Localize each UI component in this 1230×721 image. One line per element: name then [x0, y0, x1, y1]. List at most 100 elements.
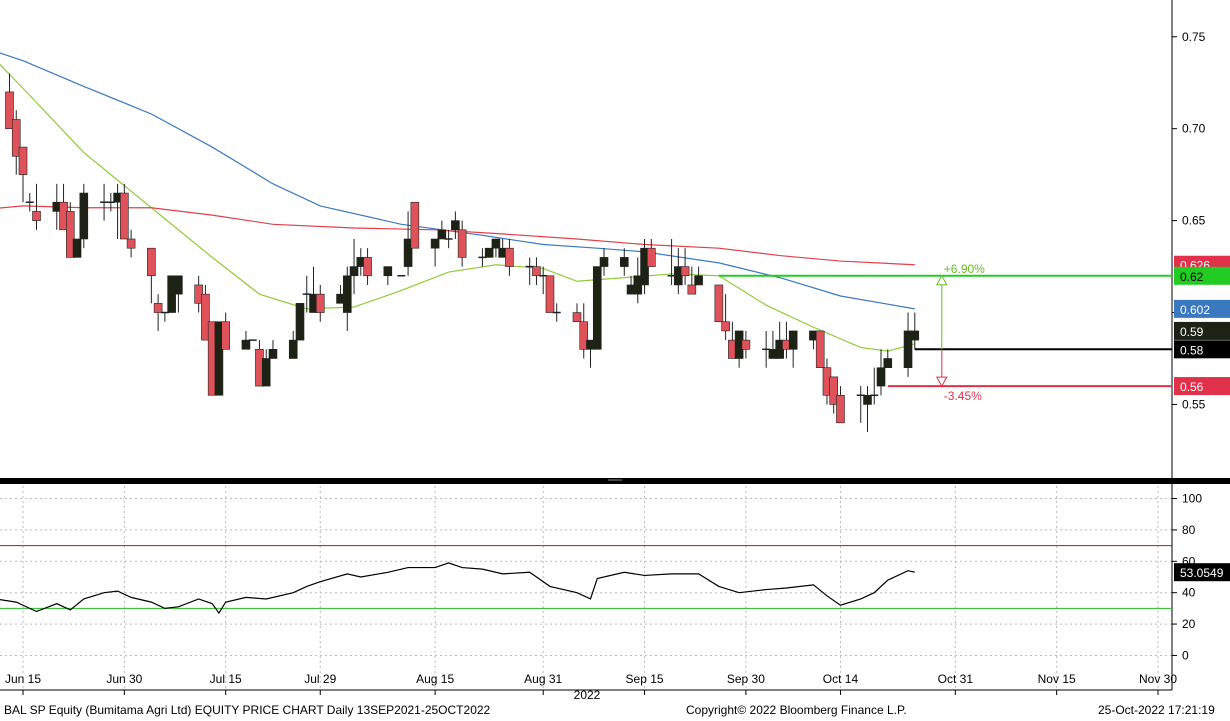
candle-body [349, 266, 359, 277]
panel-frame [0, 0, 1230, 691]
candle-body [315, 293, 325, 313]
price-tag [1174, 266, 1230, 285]
candle-body [687, 284, 697, 295]
moving-average-line [0, 63, 915, 352]
candle-body [241, 339, 251, 350]
candle-body [11, 119, 21, 157]
candle-body [910, 330, 920, 341]
x-tick-label: Aug 15 [416, 672, 454, 686]
price-tag-label: 0.58 [1180, 343, 1204, 357]
rsi-y-tick-label: 100 [1182, 492, 1202, 506]
candle-body [147, 247, 156, 277]
candle-body [221, 321, 230, 350]
candle-body [126, 238, 136, 249]
annotation-label: -3.45% [944, 389, 982, 403]
price-tag [1174, 340, 1230, 359]
candle-layer [5, 73, 920, 433]
footer-copyright: Copyright© 2022 Bloomberg Finance L.P. [686, 703, 907, 717]
price-y-tick-label: 0.55 [1182, 397, 1206, 411]
candle-body [903, 330, 913, 368]
candle-body [619, 257, 629, 267]
x-tick-label: Jul 15 [210, 672, 242, 686]
candle-body [268, 349, 278, 359]
candle-body [599, 257, 609, 267]
candle-body [836, 394, 845, 424]
candle-body [572, 312, 582, 323]
rsi-value-tag-label: 53.0549 [1180, 566, 1224, 580]
candle-body [5, 91, 14, 129]
x-tick-label: Oct 31 [938, 672, 974, 686]
candle-body [883, 358, 893, 368]
rsi-y-tick-label: 40 [1182, 586, 1196, 600]
footer-title: BAL SP Equity (Bumitama Agri Ltd) EQUITY… [4, 703, 491, 717]
candle-body [261, 358, 271, 387]
candle-body [647, 247, 656, 267]
candle-body [295, 303, 305, 341]
candle-body [18, 146, 28, 175]
candle-body [410, 201, 420, 249]
candle-body [383, 266, 393, 277]
rsi-value-tag [1174, 563, 1230, 582]
price-tag-label: 0.59 [1180, 325, 1204, 339]
level-layer: +6.90% -3.45% [718, 262, 1172, 403]
x-tick-label: Jun 15 [5, 672, 41, 686]
x-tick-label: Jun 30 [106, 672, 142, 686]
candle-body [288, 339, 298, 359]
candle-body [342, 275, 352, 313]
x-tick-label: Aug 31 [524, 672, 562, 686]
candle-body [79, 192, 89, 240]
rsi-y-tick-label: 80 [1182, 523, 1196, 537]
candle-body [65, 211, 75, 258]
candle-body [174, 275, 183, 295]
candle-body [72, 238, 82, 258]
price-tag [1174, 299, 1230, 318]
x-year-label: 2022 [574, 688, 601, 702]
rsi-y-tick-label: 0 [1182, 648, 1189, 662]
price-y-tick-label: 0.75 [1182, 30, 1206, 44]
price-tag [1174, 321, 1230, 340]
candle-body [505, 247, 514, 267]
candle-body [863, 394, 872, 405]
candle-body [430, 238, 440, 249]
candle-body [491, 238, 501, 249]
candle-body [680, 266, 690, 277]
x-tick-label: Jul 29 [304, 672, 336, 686]
candle-body [714, 284, 724, 323]
candle-body [363, 257, 372, 277]
candle-body [592, 266, 602, 350]
price-panel-bg [0, 0, 1172, 478]
candle-body [437, 229, 447, 240]
footer-timestamp: 25-Oct-2022 17:21:19 [1098, 703, 1215, 717]
candle-body [201, 293, 210, 341]
candle-body [484, 247, 494, 258]
candle-body [579, 321, 589, 350]
candle-body [120, 192, 129, 240]
candle-body [532, 266, 541, 277]
rsi-y-tick-label: 20 [1182, 617, 1196, 631]
price-tag [1174, 377, 1230, 396]
candle-body [457, 229, 467, 258]
price-y-tick-label: 0.70 [1182, 122, 1206, 136]
annotation-label: +6.90% [944, 262, 985, 276]
x-tick-label: Sep 15 [626, 672, 664, 686]
candle-body [403, 238, 413, 267]
candle-body [829, 376, 839, 405]
candle-body [545, 275, 555, 313]
price-tag-label: 0.62 [1180, 270, 1204, 284]
candle-body [721, 321, 730, 332]
candle-body [694, 275, 703, 286]
price-tag-label: 0.56 [1180, 380, 1204, 394]
rsi-layer [0, 545, 1172, 615]
x-tick-label: Nov 15 [1038, 672, 1076, 686]
candle-body [788, 330, 798, 350]
candle-body [876, 367, 886, 387]
candle-body [153, 303, 163, 313]
moving-average-line [0, 205, 915, 266]
price-y-tick-label: 0.65 [1182, 214, 1206, 228]
x-tick-label: Sep 30 [727, 672, 765, 686]
x-tick-label: Oct 14 [823, 672, 859, 686]
candle-body [815, 330, 825, 368]
x-tick-label: Nov 30 [1139, 672, 1177, 686]
